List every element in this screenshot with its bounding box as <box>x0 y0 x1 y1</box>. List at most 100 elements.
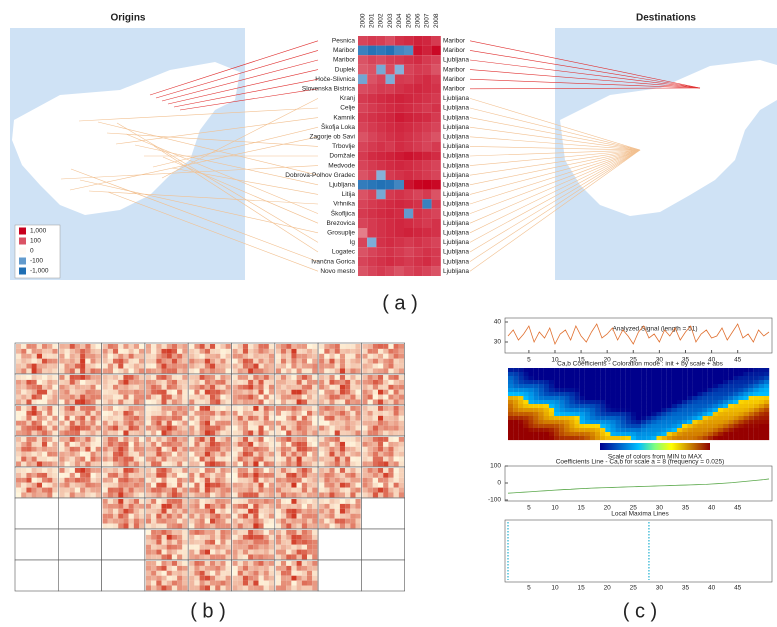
mini-cell <box>281 400 286 405</box>
heat-cell <box>432 113 441 123</box>
wavelet-cell <box>718 384 723 388</box>
mini-cell <box>146 499 151 504</box>
mini-cell <box>276 519 281 524</box>
mini-cell <box>162 571 167 576</box>
mini-cell <box>276 550 281 555</box>
heat-cell <box>358 103 367 113</box>
mini-cell <box>399 344 404 349</box>
wavelet-cell <box>544 376 549 380</box>
mini-cell <box>248 416 253 421</box>
mini-cell <box>356 473 361 478</box>
mini-cell <box>103 364 108 369</box>
mini-cell <box>103 514 108 519</box>
mini-cell <box>307 483 312 488</box>
mini-cell <box>167 395 172 400</box>
mini-cell <box>253 504 258 509</box>
mini-cell <box>16 462 21 467</box>
wavelet-cell <box>564 404 569 408</box>
mini-cell <box>167 442 172 447</box>
mini-cell <box>297 571 302 576</box>
mini-cell <box>264 426 269 431</box>
mini-cell <box>65 431 70 436</box>
mini-cell <box>330 478 335 483</box>
mini-cell <box>108 478 113 483</box>
wavelet-cell <box>641 380 646 384</box>
mini-cell <box>356 488 361 493</box>
wavelet-cell <box>754 428 759 432</box>
mini-cell <box>297 545 302 550</box>
origin-label: Logatec <box>332 249 356 256</box>
mini-cell <box>319 395 324 400</box>
mini-cell <box>368 457 373 462</box>
heat-cell <box>367 266 376 276</box>
heat-cell <box>395 122 404 132</box>
wavelet-cell <box>631 416 636 420</box>
mini-cell <box>291 468 296 473</box>
mini-cell <box>162 442 167 447</box>
mini-cell <box>96 421 101 426</box>
wavelet-cell <box>621 436 626 440</box>
wavelet-cell <box>651 368 656 372</box>
wavelet-cell <box>703 400 708 404</box>
wavelet-cell <box>539 384 544 388</box>
mini-cell <box>65 483 70 488</box>
mini-cell <box>368 395 373 400</box>
wavelet-cell <box>610 396 615 400</box>
wavelet-cell <box>656 428 661 432</box>
mini-cell <box>189 437 194 442</box>
wavelet-cell <box>631 396 636 400</box>
mini-cell <box>276 555 281 560</box>
wavelet-cell <box>687 380 692 384</box>
mini-cell <box>200 555 205 560</box>
mini-cell <box>156 473 161 478</box>
mini-cell <box>356 478 361 483</box>
mini-cell <box>96 416 101 421</box>
mini-cell <box>167 354 172 359</box>
mini-cell <box>248 395 253 400</box>
mini-cell <box>297 586 302 591</box>
wavelet-cell <box>539 388 544 392</box>
mini-cell <box>37 493 42 498</box>
mini-cell <box>383 364 388 369</box>
wavelet-cell <box>600 436 605 440</box>
mini-cell <box>189 354 194 359</box>
wavelet-cell <box>528 376 533 380</box>
heat-cell <box>422 74 431 84</box>
mini-cell <box>362 411 367 416</box>
heat-cell <box>386 94 395 104</box>
heat-cell <box>367 180 376 190</box>
mini-cell <box>118 519 123 524</box>
mini-cell <box>70 442 75 447</box>
mini-cell <box>52 390 57 395</box>
wavelet-cell <box>626 400 631 404</box>
mini-cell <box>248 514 253 519</box>
mini-cell <box>399 478 404 483</box>
mini-cell <box>226 385 231 390</box>
mini-cell <box>215 530 220 535</box>
heat-cell <box>422 103 431 113</box>
mini-cell <box>269 421 274 426</box>
heat-cell <box>422 94 431 104</box>
wavelet-cell <box>703 376 708 380</box>
wavelet-cell <box>636 408 641 412</box>
wavelet-cell <box>569 420 574 424</box>
mini-cell <box>319 406 324 411</box>
mini-cell <box>172 571 177 576</box>
mini-cell <box>194 571 199 576</box>
mini-cell <box>356 349 361 354</box>
heat-cell <box>358 180 367 190</box>
wavelet-cell <box>651 424 656 428</box>
wavelet-cell <box>733 416 738 420</box>
mini-cell <box>220 359 225 364</box>
wavelet-cell <box>641 436 646 440</box>
mini-cell <box>91 462 96 467</box>
wavelet-cell <box>534 372 539 376</box>
wavelet-cell <box>508 388 513 392</box>
mini-cell <box>172 344 177 349</box>
mini-cell <box>330 483 335 488</box>
mini-cell <box>113 431 118 436</box>
mini-cell <box>233 586 238 591</box>
wavelet-cell <box>626 376 631 380</box>
mini-cell <box>108 411 113 416</box>
mini-cell <box>200 478 205 483</box>
